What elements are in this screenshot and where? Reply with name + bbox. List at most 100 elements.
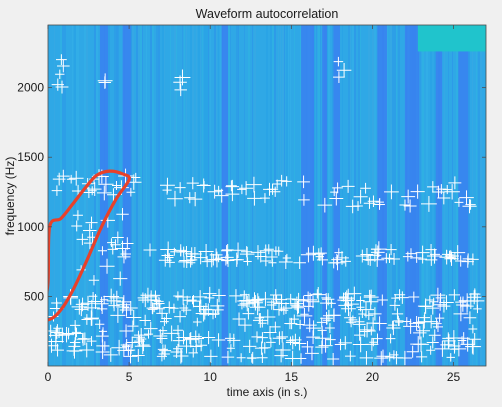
marker-point: [221, 245, 233, 257]
marker-point: [109, 290, 124, 306]
heatmap-dark-stripe: [458, 25, 469, 366]
marker-point: [243, 339, 257, 354]
marker-point: [424, 314, 438, 329]
marker-point: [56, 59, 70, 73]
marker-point: [270, 289, 282, 301]
marker-point: [207, 184, 222, 199]
marker-point: [86, 336, 97, 347]
heatmap-stripe: [456, 25, 458, 366]
marker-point: [409, 315, 424, 331]
heatmap-stripe: [252, 25, 253, 366]
heatmap-stripe: [392, 25, 394, 366]
heatmap-stripe: [480, 25, 482, 366]
marker-point: [437, 191, 451, 205]
marker-point: [85, 216, 98, 229]
marker-point: [426, 301, 440, 315]
marker-point: [260, 255, 271, 267]
y-axis: 500 1000 1500 2000: [17, 81, 486, 303]
marker-point: [68, 340, 81, 353]
heatmap-stripe: [272, 25, 274, 366]
marker-point: [111, 339, 127, 356]
marker-point: [368, 307, 382, 321]
marker-point: [430, 249, 441, 260]
marker-point: [403, 199, 417, 213]
marker-point: [98, 76, 112, 89]
marker-series: [48, 54, 485, 366]
marker-point: [285, 293, 296, 305]
marker-point: [446, 353, 455, 362]
marker-point: [199, 303, 213, 316]
marker-point: [426, 336, 439, 349]
marker-point: [384, 184, 399, 200]
x-tick-label: 0: [45, 370, 52, 384]
marker-point: [298, 295, 309, 307]
heatmap-stripe: [152, 25, 154, 366]
marker-point: [155, 303, 165, 314]
marker-point: [457, 336, 467, 345]
marker-point: [347, 286, 362, 301]
y-tick-label: 1500: [17, 150, 44, 164]
marker-point: [305, 245, 321, 261]
marker-point: [220, 250, 234, 264]
marker-point: [297, 175, 310, 189]
heatmap-stripe: [64, 25, 66, 366]
marker-point: [146, 302, 159, 314]
marker-point: [396, 291, 409, 304]
marker-point: [111, 181, 121, 190]
heatmap-stripe: [420, 25, 421, 366]
marker-point: [358, 301, 374, 318]
marker-point: [306, 330, 320, 344]
marker-point: [275, 174, 288, 187]
marker-point: [293, 256, 306, 270]
marker-point: [462, 199, 477, 214]
marker-point: [186, 177, 199, 190]
marker-point: [74, 302, 89, 317]
marker-point: [187, 246, 202, 261]
marker-point: [98, 327, 108, 336]
heatmap-stripe: [202, 25, 203, 366]
marker-point: [281, 176, 292, 187]
marker-point: [412, 316, 425, 329]
marker-point: [100, 295, 109, 304]
marker-point: [110, 307, 126, 323]
marker-point: [451, 341, 467, 357]
marker-point: [393, 315, 404, 327]
marker-point: [252, 313, 268, 328]
heatmap-dark-stripe: [322, 25, 328, 366]
marker-point: [198, 244, 214, 260]
marker-point: [257, 352, 268, 364]
marker-point: [394, 289, 406, 301]
marker-point: [340, 293, 354, 308]
marker-point: [317, 197, 333, 213]
heatmap-stripe: [396, 25, 397, 366]
marker-point: [131, 172, 141, 183]
heatmap-stripe: [164, 25, 165, 366]
marker-point: [99, 258, 115, 274]
marker-point: [55, 69, 65, 79]
heatmap-stripe: [150, 25, 152, 366]
marker-point: [76, 233, 89, 246]
marker-point: [402, 317, 412, 326]
marker-point: [174, 310, 186, 323]
marker-point: [193, 250, 208, 265]
marker-point: [470, 289, 480, 299]
marker-point: [465, 199, 476, 210]
marker-point: [395, 318, 404, 327]
marker-point: [270, 186, 281, 197]
marker-point: [315, 340, 329, 354]
heatmap-stripe: [328, 25, 330, 366]
marker-point: [348, 315, 358, 325]
heatmap-stripe: [142, 25, 143, 366]
marker-point: [415, 245, 430, 260]
heatmap-stripe: [244, 25, 245, 366]
marker-point: [247, 295, 264, 311]
marker-point: [386, 320, 401, 336]
marker-point: [411, 252, 422, 263]
marker-point: [442, 332, 455, 345]
heatmap-stripe: [350, 25, 351, 366]
marker-point: [402, 251, 413, 262]
heatmap-stripe: [208, 25, 209, 366]
marker-point: [170, 346, 183, 359]
marker-point: [333, 56, 344, 67]
